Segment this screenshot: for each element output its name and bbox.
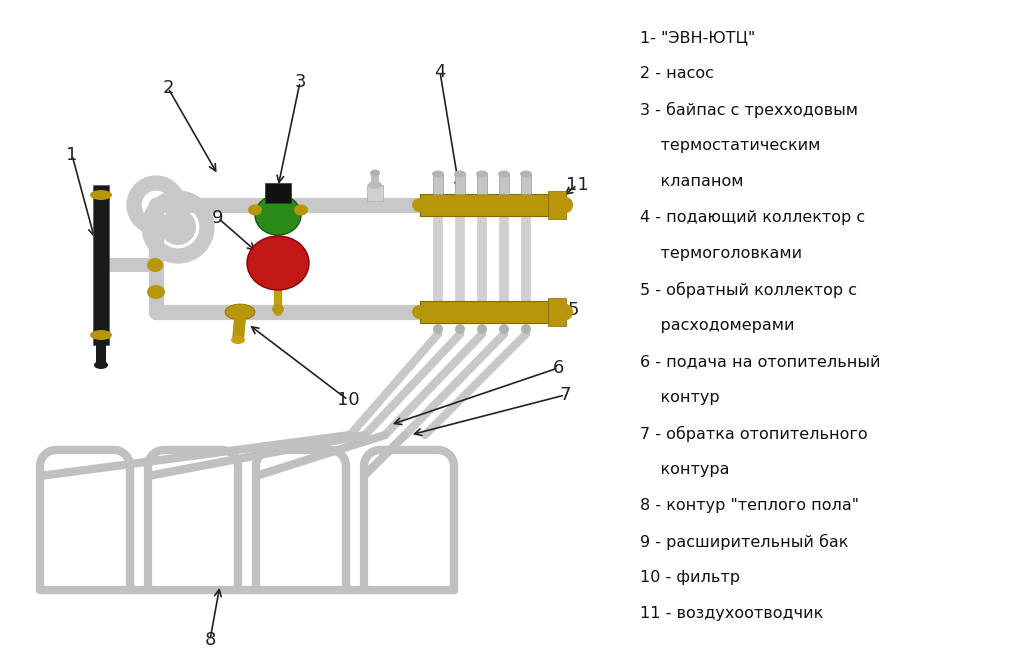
Text: расходомерами: расходомерами [640, 318, 795, 333]
Ellipse shape [247, 236, 309, 290]
Text: 8 - контур "теплого пола": 8 - контур "теплого пола" [640, 498, 859, 513]
Ellipse shape [412, 198, 428, 212]
Bar [420, 194, 548, 216]
Bar [367, 185, 383, 201]
Bar [521, 174, 531, 194]
Text: 9: 9 [212, 209, 224, 227]
Ellipse shape [272, 304, 284, 314]
Bar [371, 173, 379, 187]
Text: 8: 8 [205, 631, 216, 649]
Text: 6: 6 [552, 359, 563, 377]
Ellipse shape [520, 171, 532, 177]
Text: 4 - подающий коллектор с: 4 - подающий коллектор с [640, 210, 865, 225]
Text: контур: контур [640, 390, 720, 405]
Bar [433, 174, 443, 194]
Ellipse shape [294, 204, 308, 215]
Ellipse shape [248, 204, 262, 215]
Ellipse shape [147, 258, 163, 272]
Text: 7: 7 [559, 386, 570, 404]
Ellipse shape [477, 324, 487, 334]
Bar [548, 191, 566, 219]
Bar [455, 174, 465, 194]
Bar [548, 298, 566, 326]
Polygon shape [232, 318, 246, 340]
Text: термоголовками: термоголовками [640, 246, 802, 261]
Bar [265, 183, 291, 203]
Text: 5 - обратный коллектор с: 5 - обратный коллектор с [640, 282, 857, 298]
Ellipse shape [559, 304, 573, 320]
Ellipse shape [225, 304, 255, 320]
Ellipse shape [255, 195, 301, 235]
Ellipse shape [90, 330, 112, 340]
Circle shape [160, 209, 196, 245]
Text: клапаном: клапаном [640, 174, 743, 189]
Ellipse shape [476, 171, 488, 177]
Text: 9 - расширительный бак: 9 - расширительный бак [640, 534, 848, 550]
Ellipse shape [433, 324, 443, 334]
Text: 10 - фильтр: 10 - фильтр [640, 570, 740, 585]
Text: 7 - обратка отопительного: 7 - обратка отопительного [640, 426, 867, 442]
Ellipse shape [94, 361, 108, 369]
Ellipse shape [521, 324, 531, 334]
Ellipse shape [559, 197, 573, 213]
Ellipse shape [370, 169, 380, 177]
Text: 2: 2 [162, 79, 174, 97]
Text: 10: 10 [337, 391, 359, 409]
Bar [499, 174, 509, 194]
Ellipse shape [368, 181, 382, 189]
Ellipse shape [231, 336, 245, 344]
Ellipse shape [90, 190, 112, 200]
Text: 11 - воздухоотводчик: 11 - воздухоотводчик [640, 606, 823, 621]
Text: термостатическим: термостатическим [640, 138, 820, 153]
Text: 11: 11 [565, 176, 589, 194]
Text: 5: 5 [567, 301, 579, 319]
Ellipse shape [498, 171, 510, 177]
Bar [477, 174, 487, 194]
Bar [96, 345, 106, 365]
Ellipse shape [455, 324, 465, 334]
Bar [420, 301, 548, 323]
Ellipse shape [454, 171, 466, 177]
Ellipse shape [499, 324, 509, 334]
Text: 1: 1 [67, 146, 78, 164]
Text: 6 - подача на отопительный: 6 - подача на отопительный [640, 354, 881, 369]
Bar [93, 185, 109, 345]
Ellipse shape [432, 171, 444, 177]
Text: 3: 3 [294, 73, 306, 91]
Text: 3 - байпас с трехходовым: 3 - байпас с трехходовым [640, 102, 858, 118]
Ellipse shape [412, 305, 428, 319]
Text: 4: 4 [434, 63, 445, 81]
Text: 1- "ЭВН-ЮТЦ": 1- "ЭВН-ЮТЦ" [640, 30, 756, 45]
Text: контура: контура [640, 462, 729, 477]
Ellipse shape [147, 285, 165, 299]
Text: 2 - насос: 2 - насос [640, 66, 714, 81]
